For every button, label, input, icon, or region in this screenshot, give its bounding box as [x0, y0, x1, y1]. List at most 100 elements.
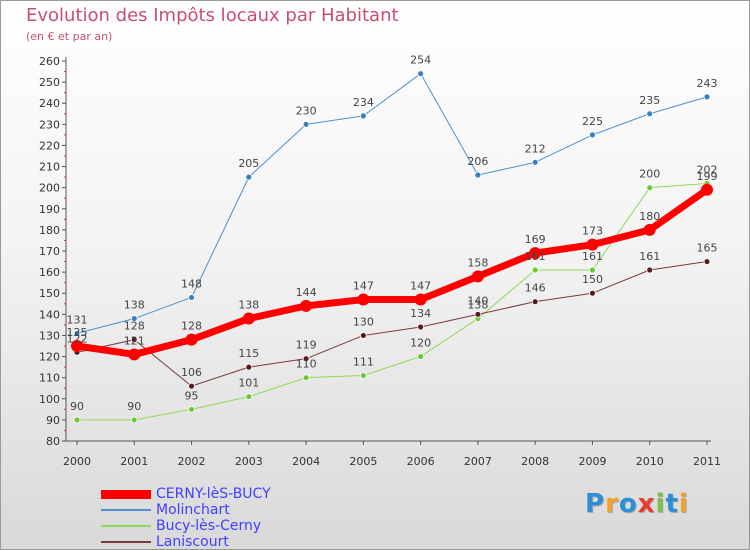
x-tick-label: 2008	[521, 455, 549, 468]
data-label: 254	[410, 54, 431, 67]
data-point	[245, 173, 253, 181]
data-label: 225	[582, 115, 603, 128]
y-tick-label: 250	[39, 76, 60, 89]
data-label: 169	[525, 233, 546, 246]
data-label: 101	[238, 377, 259, 390]
x-tick-label: 2001	[120, 455, 148, 468]
chart-title: Evolution des Impôts locaux par Habitant	[26, 5, 399, 26]
logo-letter: x	[637, 489, 656, 519]
data-label: 158	[467, 256, 488, 269]
data-point	[417, 353, 425, 360]
data-label: 230	[296, 104, 317, 117]
data-label: 180	[639, 210, 660, 223]
y-tick-label: 80	[46, 435, 60, 448]
data-label: 138	[238, 299, 259, 312]
y-tick-label: 90	[46, 414, 60, 427]
data-label: 199	[697, 170, 718, 183]
data-label: 138	[124, 299, 145, 312]
logo-letter: P	[585, 489, 606, 519]
y-tick-label: 210	[39, 161, 60, 174]
data-label: 165	[697, 242, 718, 255]
data-label: 161	[639, 250, 660, 263]
data-label: 128	[181, 320, 202, 333]
data-label: 212	[525, 142, 546, 155]
legend-item: Laniscourt	[101, 535, 229, 549]
data-point	[73, 329, 81, 337]
x-tick-label: 2007	[464, 455, 492, 468]
data-label: 110	[296, 358, 317, 371]
data-point	[414, 293, 427, 306]
x-tick-label: 2009	[578, 455, 606, 468]
data-label: 140	[467, 294, 488, 307]
data-label: 147	[353, 280, 374, 293]
data-point	[128, 348, 141, 361]
x-tick-label: 2011	[693, 455, 721, 468]
data-label: 161	[582, 250, 603, 263]
y-tick-label: 260	[39, 55, 60, 68]
data-label: 120	[410, 337, 431, 350]
data-label: 202	[697, 163, 718, 176]
y-tick-label: 200	[39, 182, 60, 195]
data-point	[529, 247, 542, 260]
x-tick-label: 2010	[636, 455, 664, 468]
data-point	[646, 184, 654, 192]
x-tick-label: 2005	[349, 455, 377, 468]
data-label: 205	[238, 157, 259, 170]
y-tick-label: 180	[39, 224, 60, 237]
legend-label: Bucy-lès-Cerny	[156, 518, 262, 534]
legend-swatch	[101, 509, 151, 511]
data-point	[531, 298, 539, 306]
logo-letter: i	[678, 489, 689, 519]
legend-label: Laniscourt	[156, 534, 229, 550]
data-point	[586, 238, 599, 251]
series-line-cerny-l-s-bucy	[73, 186, 711, 358]
data-point	[474, 310, 482, 318]
data-label: 90	[127, 400, 141, 413]
data-point	[130, 315, 138, 322]
y-tick-label: 110	[39, 372, 60, 385]
data-point	[242, 312, 255, 325]
data-point	[359, 112, 367, 120]
data-label: 134	[410, 307, 431, 320]
legend-item: Molinchart	[101, 503, 230, 517]
data-point	[646, 266, 654, 274]
data-point	[701, 183, 713, 196]
data-label: 138	[467, 299, 488, 312]
data-label: 144	[296, 286, 317, 299]
data-label: 161	[525, 250, 546, 263]
legend-swatch	[101, 525, 151, 527]
logo-letter: t	[665, 489, 679, 519]
data-point	[245, 393, 253, 401]
y-tick-label: 190	[39, 203, 60, 216]
data-point	[417, 323, 425, 331]
x-tick-label: 2003	[235, 455, 263, 468]
series-line-laniscourt	[76, 261, 708, 387]
legend-label: Molinchart	[156, 502, 230, 518]
y-tick-label: 240	[39, 97, 60, 110]
data-point	[589, 266, 596, 274]
data-label: 125	[67, 326, 88, 339]
data-point	[357, 293, 370, 306]
data-label: 121	[124, 334, 145, 347]
y-tick-label: 140	[39, 308, 60, 321]
data-point	[300, 299, 313, 312]
data-label: 147	[410, 280, 431, 293]
data-point	[359, 372, 367, 379]
data-point	[646, 110, 654, 118]
y-tick-label: 230	[39, 118, 60, 131]
data-point	[531, 158, 539, 166]
data-label: 119	[296, 339, 317, 352]
data-point	[359, 332, 367, 339]
x-tick-label: 2004	[292, 455, 320, 468]
data-label: 115	[238, 347, 259, 360]
data-point	[71, 340, 83, 352]
logo-letter: o	[618, 489, 638, 519]
data-label: 150	[582, 273, 603, 286]
data-point	[471, 270, 484, 283]
x-tick-label: 2002	[178, 455, 206, 468]
legend-swatch	[101, 541, 151, 543]
data-point	[188, 405, 195, 413]
chart-subtitle: (en € et par an)	[26, 30, 113, 43]
legend-label: CERNY-lèS-BUCY	[156, 486, 271, 502]
